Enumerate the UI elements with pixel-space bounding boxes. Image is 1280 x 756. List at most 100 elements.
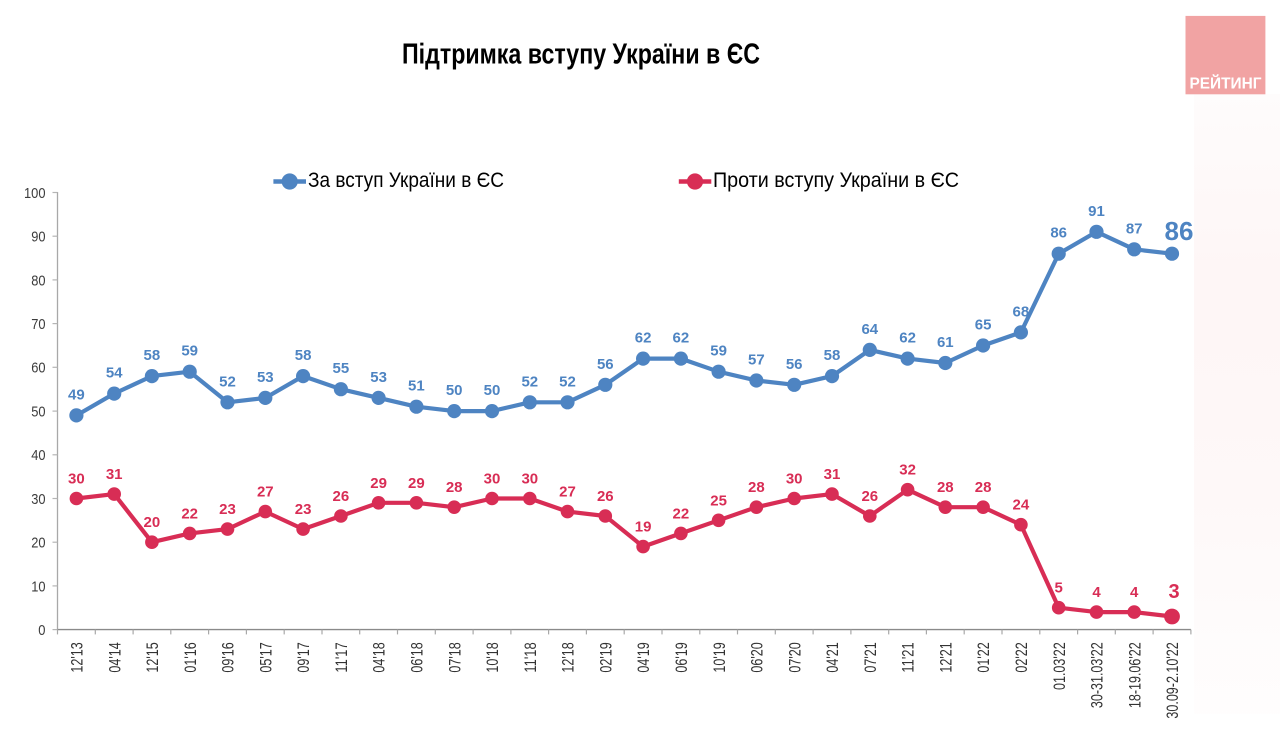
svg-text:РЕЙТИНГ: РЕЙТИНГ bbox=[1190, 74, 1262, 93]
svg-text:58: 58 bbox=[144, 347, 161, 364]
svg-text:86: 86 bbox=[1165, 216, 1194, 246]
svg-text:10'18: 10'18 bbox=[484, 642, 502, 672]
svg-text:28: 28 bbox=[975, 479, 992, 496]
svg-text:11'21: 11'21 bbox=[900, 642, 918, 672]
svg-text:02'22: 02'22 bbox=[1013, 642, 1031, 672]
svg-text:25: 25 bbox=[710, 492, 727, 509]
svg-text:90: 90 bbox=[31, 229, 45, 246]
svg-text:10'19: 10'19 bbox=[711, 642, 729, 672]
svg-text:07'20: 07'20 bbox=[786, 642, 804, 672]
svg-text:65: 65 bbox=[975, 317, 992, 334]
svg-text:05'17: 05'17 bbox=[257, 642, 275, 672]
svg-text:64: 64 bbox=[861, 321, 878, 338]
svg-text:58: 58 bbox=[295, 347, 312, 364]
svg-text:04'21: 04'21 bbox=[824, 642, 842, 672]
svg-text:52: 52 bbox=[559, 373, 576, 390]
svg-text:18-19.06'22: 18-19.06'22 bbox=[1126, 642, 1144, 708]
svg-text:30-31.03'22: 30-31.03'22 bbox=[1089, 642, 1107, 708]
svg-text:07'21: 07'21 bbox=[862, 642, 880, 672]
svg-text:28: 28 bbox=[748, 479, 765, 496]
svg-text:57: 57 bbox=[748, 352, 765, 369]
svg-text:3: 3 bbox=[1168, 581, 1179, 603]
svg-text:55: 55 bbox=[333, 360, 350, 377]
svg-text:10: 10 bbox=[31, 578, 45, 595]
svg-text:5: 5 bbox=[1055, 580, 1063, 597]
svg-text:24: 24 bbox=[1013, 497, 1030, 514]
svg-text:54: 54 bbox=[106, 365, 123, 382]
svg-text:62: 62 bbox=[899, 330, 916, 347]
svg-text:40: 40 bbox=[31, 447, 45, 464]
svg-text:52: 52 bbox=[521, 373, 538, 390]
svg-text:53: 53 bbox=[370, 369, 387, 386]
svg-text:04'14: 04'14 bbox=[106, 642, 124, 672]
svg-text:31: 31 bbox=[824, 466, 841, 483]
svg-text:11'18: 11'18 bbox=[522, 642, 540, 672]
svg-text:62: 62 bbox=[673, 330, 690, 347]
svg-text:09'16: 09'16 bbox=[220, 642, 238, 672]
svg-text:22: 22 bbox=[181, 505, 198, 522]
svg-text:04'18: 04'18 bbox=[371, 642, 389, 672]
svg-text:12'15: 12'15 bbox=[144, 642, 162, 672]
svg-text:32: 32 bbox=[899, 462, 916, 479]
svg-text:За вступ України в ЄС: За вступ України в ЄС bbox=[308, 169, 504, 192]
svg-text:23: 23 bbox=[295, 501, 312, 518]
svg-text:11'17: 11'17 bbox=[333, 642, 351, 672]
svg-text:87: 87 bbox=[1126, 220, 1143, 237]
svg-text:60: 60 bbox=[31, 360, 45, 377]
svg-text:Підтримка вступу України в ЄС: Підтримка вступу України в ЄС bbox=[402, 39, 760, 71]
svg-text:62: 62 bbox=[635, 330, 652, 347]
svg-text:100: 100 bbox=[24, 185, 46, 202]
svg-text:23: 23 bbox=[219, 501, 236, 518]
svg-text:20: 20 bbox=[144, 514, 161, 531]
svg-text:30: 30 bbox=[31, 491, 45, 508]
svg-text:01.03'22: 01.03'22 bbox=[1051, 642, 1069, 690]
svg-text:50: 50 bbox=[31, 403, 45, 420]
svg-text:01'22: 01'22 bbox=[975, 642, 993, 672]
svg-text:86: 86 bbox=[1050, 225, 1067, 242]
svg-text:50: 50 bbox=[484, 382, 501, 399]
svg-text:68: 68 bbox=[1013, 303, 1030, 320]
svg-text:30.09-2.10'22: 30.09-2.10'22 bbox=[1164, 642, 1182, 718]
svg-text:59: 59 bbox=[181, 343, 198, 360]
svg-text:30: 30 bbox=[68, 471, 85, 488]
svg-text:51: 51 bbox=[408, 378, 425, 395]
svg-text:26: 26 bbox=[597, 488, 614, 505]
svg-text:02'19: 02'19 bbox=[597, 642, 615, 672]
svg-text:91: 91 bbox=[1088, 203, 1105, 220]
svg-text:19: 19 bbox=[635, 519, 652, 536]
svg-text:56: 56 bbox=[786, 356, 803, 373]
svg-text:50: 50 bbox=[446, 382, 463, 399]
svg-text:26: 26 bbox=[333, 488, 350, 505]
svg-text:59: 59 bbox=[710, 343, 727, 360]
svg-text:06'19: 06'19 bbox=[673, 642, 691, 672]
svg-text:12'13: 12'13 bbox=[69, 642, 87, 672]
svg-text:12'21: 12'21 bbox=[937, 642, 955, 672]
svg-text:09'17: 09'17 bbox=[295, 642, 313, 672]
svg-text:52: 52 bbox=[219, 373, 236, 390]
svg-text:29: 29 bbox=[408, 475, 425, 492]
svg-text:29: 29 bbox=[370, 475, 387, 492]
svg-text:07'18: 07'18 bbox=[446, 642, 464, 672]
svg-text:01'16: 01'16 bbox=[182, 642, 200, 672]
svg-text:30: 30 bbox=[786, 471, 803, 488]
svg-text:58: 58 bbox=[824, 347, 841, 364]
svg-text:28: 28 bbox=[446, 479, 463, 496]
svg-text:04'19: 04'19 bbox=[635, 642, 653, 672]
svg-text:61: 61 bbox=[937, 334, 954, 351]
svg-text:53: 53 bbox=[257, 369, 274, 386]
svg-text:4: 4 bbox=[1130, 584, 1139, 601]
svg-text:80: 80 bbox=[31, 272, 45, 289]
svg-text:4: 4 bbox=[1092, 584, 1101, 601]
svg-text:06'20: 06'20 bbox=[749, 642, 767, 672]
svg-text:27: 27 bbox=[257, 484, 274, 501]
svg-text:49: 49 bbox=[68, 386, 85, 403]
svg-text:0: 0 bbox=[38, 622, 45, 639]
svg-text:30: 30 bbox=[521, 471, 538, 488]
svg-text:06'18: 06'18 bbox=[409, 642, 427, 672]
svg-text:12'18: 12'18 bbox=[560, 642, 578, 672]
svg-text:31: 31 bbox=[106, 466, 123, 483]
svg-text:Проти вступу України в ЄС: Проти вступу України в ЄС bbox=[713, 169, 959, 192]
svg-text:20: 20 bbox=[31, 535, 45, 552]
svg-text:56: 56 bbox=[597, 356, 614, 373]
svg-text:26: 26 bbox=[861, 488, 878, 505]
